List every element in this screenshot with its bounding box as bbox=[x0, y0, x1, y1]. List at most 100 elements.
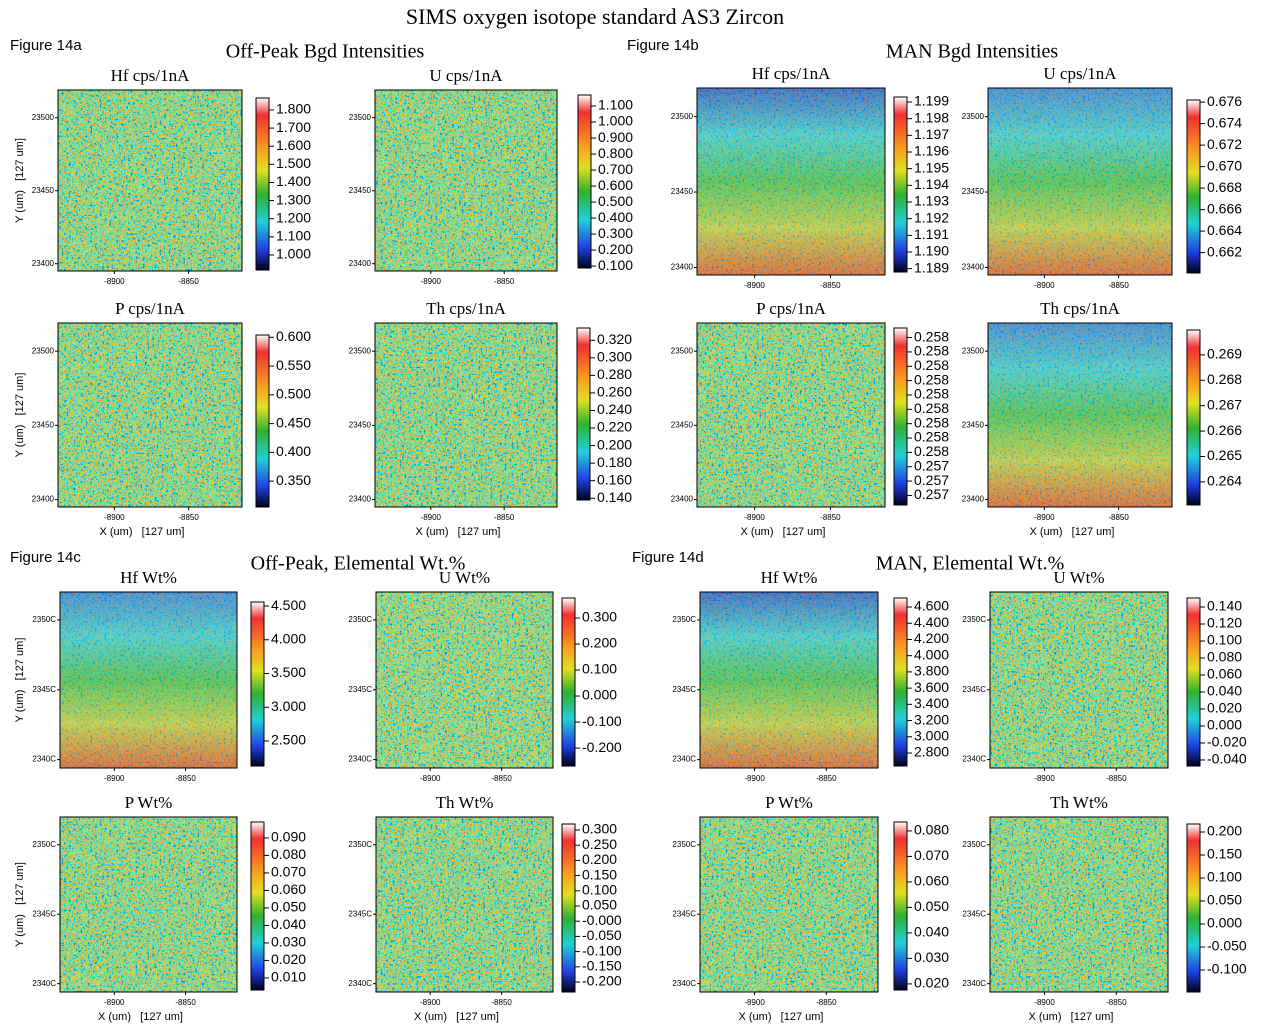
heatmap-texture bbox=[697, 88, 885, 275]
y-tick-label: 23500 bbox=[32, 346, 55, 355]
x-tick-label: -8850 bbox=[1106, 998, 1127, 1007]
colorbar-tick-label: 0.070 bbox=[914, 847, 949, 863]
colorbar bbox=[893, 821, 908, 991]
colorbar-tick-label: 0.450 bbox=[276, 414, 311, 430]
colorbar-tick-label: -0.200 bbox=[582, 739, 622, 755]
colorbar-tick-label: 0.070 bbox=[271, 864, 306, 880]
heatmap-texture bbox=[376, 592, 553, 768]
colorbar-tick-label: 0.040 bbox=[914, 924, 949, 940]
colorbar-tick-label: 0.060 bbox=[914, 873, 949, 889]
colorbar-tick-label: 0.200 bbox=[597, 436, 632, 452]
heatmap-texture bbox=[375, 323, 557, 507]
colorbar-tick-label: 0.200 bbox=[1207, 823, 1242, 839]
heatmap-texture bbox=[58, 90, 242, 271]
y-tick-label: 2345C bbox=[32, 685, 56, 694]
y-tick-label: 2345C bbox=[672, 909, 696, 918]
y-tick-label: 23400 bbox=[962, 263, 985, 272]
x-tick-label: -8900 bbox=[104, 513, 125, 522]
colorbar-tick-label: 0.500 bbox=[276, 386, 311, 402]
colorbar-tick-label: 0.257 bbox=[914, 486, 949, 502]
colorbar-tick-label: 0.670 bbox=[1207, 157, 1242, 173]
colorbar-tick-label: 0.050 bbox=[271, 899, 306, 915]
panel-title: P cps/1nA bbox=[756, 299, 826, 318]
colorbar-tick-label: 0.666 bbox=[1207, 200, 1242, 216]
y-tick-label: 2345C bbox=[348, 909, 372, 918]
colorbar bbox=[561, 597, 576, 767]
colorbar-tick-label: 0.300 bbox=[582, 609, 617, 625]
x-tick-label: -8900 bbox=[744, 774, 765, 783]
colorbar-tick-label: 0.265 bbox=[1207, 447, 1242, 463]
colorbar-tick-label: 0.662 bbox=[1207, 243, 1242, 259]
y-tick-label: 23500 bbox=[349, 113, 372, 122]
colorbar bbox=[893, 96, 908, 273]
x-tick-label: -8900 bbox=[104, 774, 125, 783]
colorbar-tick-label: 4.500 bbox=[271, 597, 306, 613]
y-tick-label: 23400 bbox=[349, 495, 372, 504]
colorbar-tick-label: 0.020 bbox=[1207, 700, 1242, 716]
colorbar-tick-label: 4.000 bbox=[914, 646, 949, 662]
colorbar-tick-label: 1.196 bbox=[914, 143, 949, 159]
x-tick-label: -8850 bbox=[494, 513, 515, 522]
colorbar-tick-label: 0.676 bbox=[1207, 93, 1242, 109]
colorbar bbox=[1186, 329, 1201, 506]
x-tick-label: -8900 bbox=[1034, 513, 1055, 522]
colorbar-tick-label: 0.700 bbox=[598, 161, 633, 177]
y-tick-label: 2345C bbox=[962, 685, 986, 694]
colorbar-tick-label: 0.257 bbox=[914, 457, 949, 473]
x-tick-label: -8900 bbox=[744, 281, 765, 290]
colorbar-tick-label: 1.191 bbox=[914, 226, 949, 242]
colorbar-tick-label: 0.674 bbox=[1207, 114, 1242, 130]
x-tick-label: -8900 bbox=[104, 998, 125, 1007]
y-tick-label: 2350C bbox=[32, 840, 56, 849]
plot-frame bbox=[374, 89, 558, 272]
figure-title: MAN Bgd Intensities bbox=[886, 41, 1058, 63]
y-tick-label: 2345C bbox=[962, 909, 986, 918]
colorbar-tick-label: 1.500 bbox=[276, 155, 311, 171]
y-axis-label: Y (um) [127 um] bbox=[14, 373, 26, 458]
colorbar-tick-label: 0.100 bbox=[582, 661, 617, 677]
panel-title: U cps/1nA bbox=[1043, 64, 1117, 83]
colorbar bbox=[893, 327, 908, 506]
colorbar bbox=[576, 327, 591, 501]
panel-title: U Wt% bbox=[439, 568, 490, 587]
colorbar-tick-label: 1.100 bbox=[276, 228, 311, 244]
colorbar-tick-label: 0.200 bbox=[582, 851, 617, 867]
panel-title: P Wt% bbox=[765, 793, 813, 812]
colorbar-tick-label: 0.120 bbox=[1207, 615, 1242, 631]
x-tick-label: -8900 bbox=[744, 513, 765, 522]
colorbar-tick-label: -0.020 bbox=[1207, 734, 1247, 750]
y-tick-label: 2345C bbox=[32, 909, 56, 918]
y-tick-label: 2340C bbox=[348, 755, 372, 764]
x-tick-label: -8900 bbox=[744, 998, 765, 1007]
colorbar-tick-label: 1.400 bbox=[276, 173, 311, 189]
heatmap-texture bbox=[988, 88, 1172, 275]
figure-title: MAN, Elemental Wt.% bbox=[876, 553, 1064, 575]
colorbar-tick-label: 0.030 bbox=[914, 949, 949, 965]
figure-title: Off-Peak Bgd Intensities bbox=[226, 41, 425, 63]
plot-frame bbox=[375, 816, 554, 993]
colorbar-tick-label: 1.193 bbox=[914, 193, 949, 209]
colorbar bbox=[255, 97, 270, 271]
y-tick-label: 23450 bbox=[671, 187, 694, 196]
colorbar-tick-label: -0.000 bbox=[582, 912, 622, 928]
panel-title: Th cps/1nA bbox=[426, 299, 507, 318]
plot-frame bbox=[696, 322, 886, 508]
colorbar-tick-label: 0.060 bbox=[271, 881, 306, 897]
colorbar bbox=[1186, 823, 1201, 993]
y-tick-label: 23500 bbox=[349, 346, 372, 355]
colorbar-tick-label: 1.197 bbox=[914, 126, 949, 142]
colorbar-tick-label: 0.050 bbox=[582, 897, 617, 913]
colorbar-tick-label: 4.000 bbox=[271, 630, 306, 646]
figure-label: Figure 14c bbox=[10, 549, 81, 566]
colorbar-tick-label: 1.194 bbox=[914, 176, 949, 192]
colorbar-tick-label: 0.240 bbox=[597, 401, 632, 417]
colorbar-tick-label: 0.268 bbox=[1207, 371, 1242, 387]
y-tick-label: 2340C bbox=[962, 979, 986, 988]
plot-frame bbox=[696, 87, 886, 276]
colorbar-tick-label: 0.664 bbox=[1207, 222, 1242, 238]
plot-frame bbox=[375, 591, 554, 769]
colorbar-tick-label: 0.900 bbox=[598, 129, 633, 145]
panel-title: Th Wt% bbox=[1050, 793, 1108, 812]
colorbar bbox=[893, 597, 908, 767]
colorbar-tick-label: 0.280 bbox=[597, 366, 632, 382]
